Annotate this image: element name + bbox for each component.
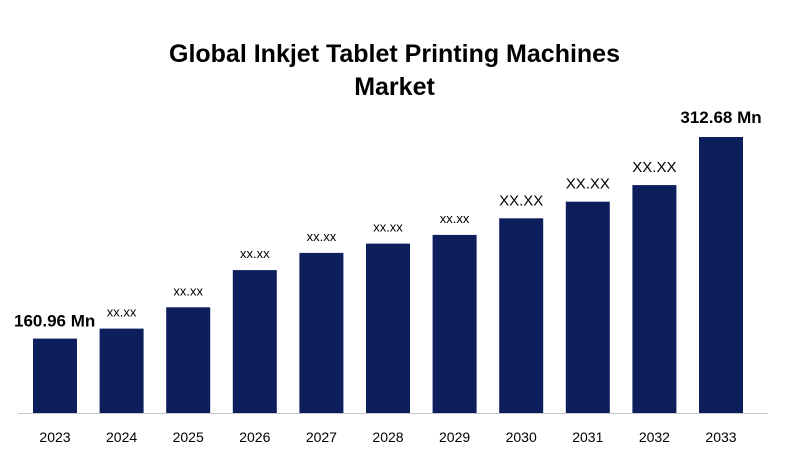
- bar-2027: [299, 252, 344, 413]
- x-tick-label: 2032: [639, 429, 670, 445]
- bar-2025: [166, 307, 211, 413]
- x-tick-label: 2024: [106, 429, 137, 445]
- x-tick-label: 2031: [572, 429, 603, 445]
- bar-2032: [632, 185, 677, 413]
- x-tick-label: 2025: [173, 429, 204, 445]
- x-tick-label: 2026: [239, 429, 270, 445]
- data-label: XX.XX: [632, 159, 676, 176]
- data-label: xx.xx: [107, 305, 137, 320]
- data-label: xx.xx: [173, 283, 203, 298]
- bar-2030: [499, 218, 544, 413]
- data-label: XX.XX: [499, 192, 543, 209]
- chart-title-line-1: Global Inkjet Tablet Printing Machines: [169, 40, 620, 68]
- data-label: 160.96 Mn: [14, 312, 95, 331]
- data-label: xx.xx: [440, 211, 470, 226]
- data-label: xx.xx: [307, 229, 337, 244]
- x-tick-label: 2027: [306, 429, 337, 445]
- x-tick-label: 2033: [705, 429, 736, 445]
- bar-2028: [366, 243, 410, 413]
- x-tick-label: 2028: [372, 429, 403, 445]
- data-label: xx.xx: [373, 220, 403, 235]
- data-label: xx.xx: [240, 246, 270, 261]
- x-tick-label: 2030: [506, 429, 537, 445]
- chart-title-line-2: Market: [354, 73, 435, 101]
- bar-2023: [33, 338, 77, 413]
- bar-2033: [699, 137, 743, 413]
- bar-2024: [99, 328, 144, 413]
- x-tick-label: 2023: [39, 429, 70, 445]
- bar-2031: [565, 201, 610, 413]
- x-tick-label: 2029: [439, 429, 470, 445]
- bar-2029: [432, 234, 477, 413]
- data-label: XX.XX: [566, 176, 610, 193]
- bar-2026: [232, 270, 277, 413]
- chart-title: Global Inkjet Tablet Printing Machines M…: [0, 38, 789, 104]
- data-label: 312.68 Mn: [680, 108, 761, 127]
